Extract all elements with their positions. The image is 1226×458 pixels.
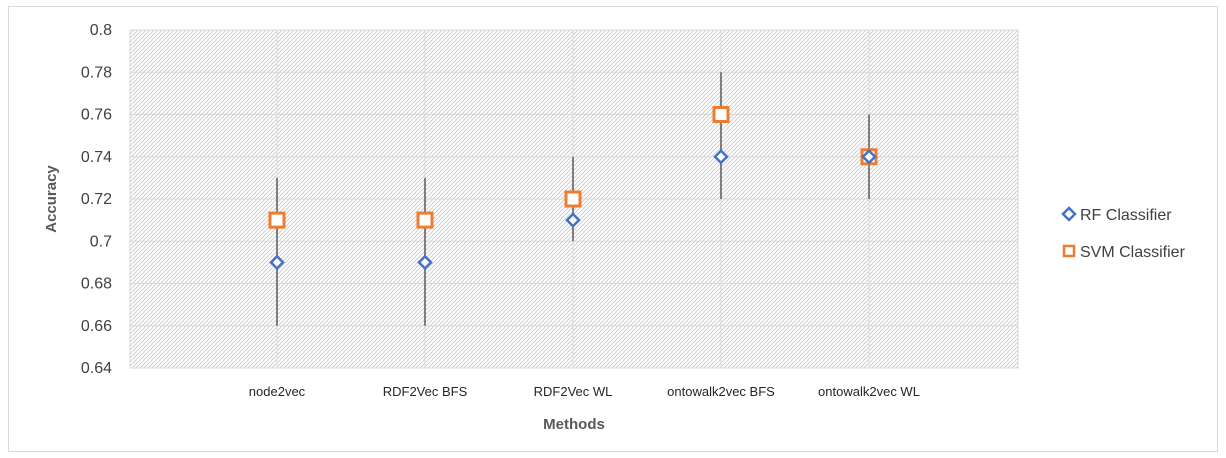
y-tick-label: 0.8 xyxy=(90,22,112,39)
x-tick-label: node2vec xyxy=(249,384,306,399)
y-tick-label: 0.72 xyxy=(81,191,112,208)
x-tick-label: ontowalk2vec BFS xyxy=(667,384,775,399)
x-tick-labels: node2vec RDF2Vec BFS RDF2Vec WL ontowalk2ve… xyxy=(249,384,920,399)
series-markers xyxy=(268,106,878,271)
svm-point xyxy=(564,190,582,208)
legend-diamond-icon xyxy=(1061,206,1077,222)
x-tick-label: RDF2Vec BFS xyxy=(383,384,468,399)
legend-item-rf: RF Classifier xyxy=(1061,206,1172,224)
y-tick-label: 0.74 xyxy=(81,149,112,166)
svm-point xyxy=(416,211,434,229)
legend: RF Classifier SVM Classifier xyxy=(1061,206,1186,261)
y-tick-label: 0.78 xyxy=(81,64,112,81)
legend-item-svm: SVM Classifier xyxy=(1062,244,1186,261)
svm-point xyxy=(712,106,730,123)
rf-point xyxy=(269,254,285,271)
y-tick-label: 0.76 xyxy=(81,107,112,124)
error-bars xyxy=(276,72,870,326)
rf-point xyxy=(565,212,581,228)
x-axis-title: Methods xyxy=(543,416,605,433)
rf-point xyxy=(713,148,729,165)
x-tick-label: ontowalk2vec WL xyxy=(818,384,920,399)
rf-point xyxy=(417,254,433,271)
y-tick-label: 0.64 xyxy=(81,360,112,377)
legend-square-icon xyxy=(1062,244,1076,258)
y-tick-labels: 0.64 0.66 0.68 0.7 0.72 0.74 0.76 0.78 0.8 xyxy=(81,22,112,377)
y-tick-label: 0.66 xyxy=(81,318,112,335)
y-axis-title: Accuracy xyxy=(43,165,60,233)
rf-point xyxy=(861,148,877,165)
svm-point xyxy=(268,211,286,229)
y-tick-label: 0.68 xyxy=(81,276,112,293)
x-tick-label: RDF2Vec WL xyxy=(534,384,613,399)
y-tick-label: 0.7 xyxy=(90,233,112,250)
legend-label-rf: RF Classifier xyxy=(1080,207,1172,224)
legend-label-svm: SVM Classifier xyxy=(1080,244,1186,261)
